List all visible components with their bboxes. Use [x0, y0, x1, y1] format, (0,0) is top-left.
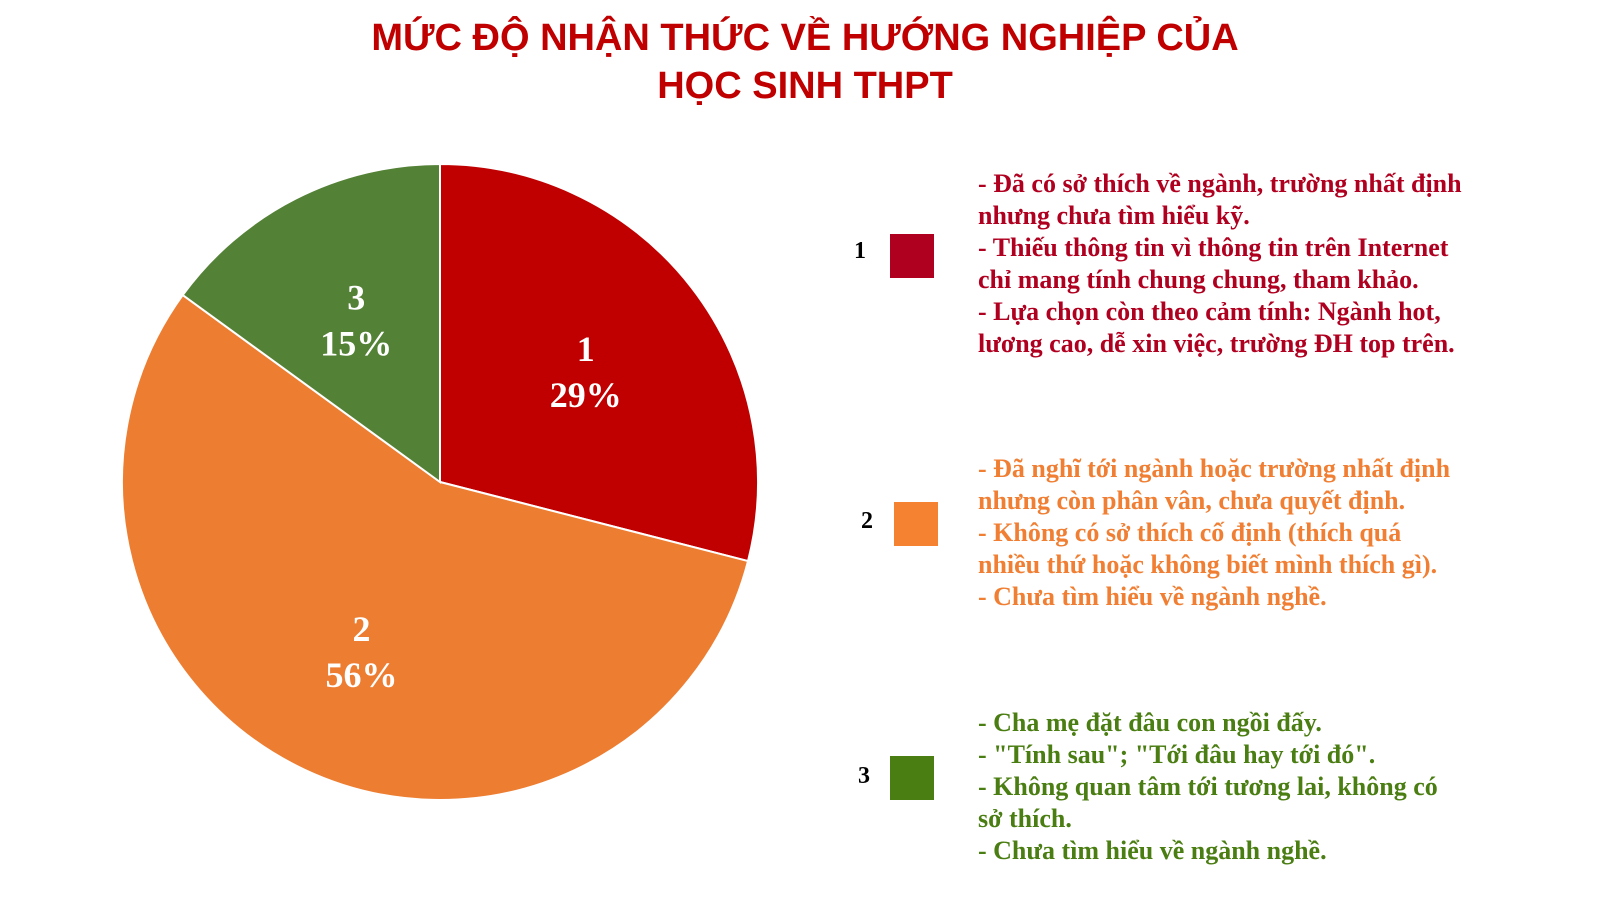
legend-swatch-3: [890, 756, 934, 800]
chart-title-line-2: HỌC SINH THPT: [657, 65, 953, 107]
legend-2-line: - Đã nghĩ tới ngành hoặc trường nhất địn…: [978, 454, 1451, 483]
pie-slice-3: [181, 162, 441, 484]
legend-3-line: - "Tính sau"; "Tới đâu hay tới đó".: [978, 740, 1376, 769]
legend-2-line: nhưng còn phân vân, chưa quyết định.: [978, 486, 1406, 515]
legend-1-line: - Lựa chọn còn theo cảm tính: Ngành hot,: [978, 297, 1441, 326]
legend-2-line: nhiều thứ hoặc không biết mình thích gì)…: [978, 550, 1438, 579]
legend-text-2: - Đã nghĩ tới ngành hoặc trường nhất địn…: [978, 453, 1538, 613]
legend-1-line: lương cao, dễ xin việc, trường ĐH top tr…: [978, 329, 1455, 358]
legend-swatch-1: [890, 234, 934, 278]
legend-3-line: - Cha mẹ đặt đâu con ngồi đấy.: [978, 708, 1322, 737]
slice-category-label: 1: [577, 329, 595, 369]
legend-2-line: - Chưa tìm hiểu về ngành nghề.: [978, 582, 1327, 611]
legend-text-3: - Cha mẹ đặt đâu con ngồi đấy. - "Tính s…: [978, 707, 1538, 867]
slice-percent-label: 15%: [320, 324, 392, 364]
slice-percent-label: 56%: [325, 655, 397, 695]
chart-title-line-1: MỨC ĐỘ NHẬN THỨC VỀ HƯỚNG NGHIỆP CỦA: [371, 17, 1239, 59]
legend-1-line: nhưng chưa tìm hiểu kỹ.: [978, 201, 1250, 230]
slice-percent-label: 29%: [550, 375, 622, 415]
legend-1-line: - Thiếu thông tin vì thông tin trên Inte…: [978, 233, 1449, 262]
pie-slice-1: [439, 162, 759, 563]
legend-2-line: - Không có sở thích cố định (thích quá: [978, 518, 1402, 547]
legend-swatch-2: [894, 502, 938, 546]
slice-category-label: 3: [347, 278, 365, 318]
legend-1-line: chỉ mang tính chung chung, tham khảo.: [978, 265, 1419, 294]
pie-chart: 1 29% 2 56% 3 15%: [121, 162, 759, 801]
legend-text-1: - Đã có sở thích về ngành, trường nhất đ…: [978, 168, 1538, 360]
legend-label-2: 2: [861, 508, 873, 534]
slice-category-label: 2: [352, 609, 370, 649]
legend-label-1: 1: [854, 238, 866, 264]
legend-1-line: - Đã có sở thích về ngành, trường nhất đ…: [978, 169, 1462, 198]
legend-3-line: sở thích.: [978, 804, 1072, 833]
legend-3-line: - Chưa tìm hiểu về ngành nghề.: [978, 836, 1327, 865]
legend-3-line: - Không quan tâm tới tương lai, không có: [978, 772, 1438, 801]
pie-slice-2: [121, 293, 750, 801]
legend-label-3: 3: [858, 763, 870, 789]
chart-title: MỨC ĐỘ NHẬN THỨC VỀ HƯỚNG NGHIỆP CỦA HỌC…: [0, 14, 1610, 110]
